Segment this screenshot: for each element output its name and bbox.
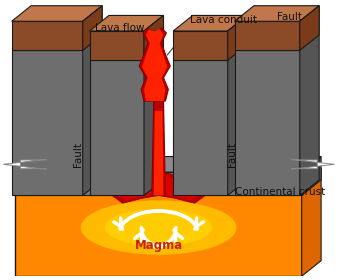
Text: Lava conduit: Lava conduit [190, 15, 257, 25]
Text: Continental crust: Continental crust [236, 186, 326, 197]
Polygon shape [12, 50, 83, 195]
Polygon shape [235, 6, 319, 21]
Polygon shape [173, 15, 247, 31]
Ellipse shape [105, 209, 212, 246]
Polygon shape [83, 6, 102, 195]
Text: Lava flow: Lava flow [94, 23, 144, 33]
Polygon shape [302, 168, 321, 276]
Polygon shape [112, 171, 205, 203]
Text: Magma: Magma [135, 239, 183, 252]
Polygon shape [142, 29, 167, 101]
Polygon shape [12, 6, 102, 21]
Polygon shape [152, 101, 165, 195]
Polygon shape [117, 174, 200, 200]
Text: Fault: Fault [227, 142, 237, 167]
Polygon shape [139, 28, 170, 101]
Polygon shape [173, 60, 228, 195]
Polygon shape [90, 31, 144, 60]
Polygon shape [15, 184, 302, 276]
Polygon shape [300, 6, 319, 195]
Polygon shape [300, 6, 319, 50]
Polygon shape [83, 6, 102, 50]
Text: Fault: Fault [277, 11, 302, 22]
Polygon shape [15, 157, 321, 172]
Polygon shape [90, 15, 163, 31]
Polygon shape [173, 31, 228, 60]
Ellipse shape [125, 216, 193, 239]
Polygon shape [90, 60, 144, 195]
Polygon shape [3, 159, 46, 169]
Polygon shape [144, 15, 163, 195]
Text: Fault: Fault [73, 142, 83, 167]
Polygon shape [302, 157, 321, 195]
Polygon shape [292, 159, 334, 169]
Polygon shape [235, 21, 300, 50]
Polygon shape [154, 111, 163, 195]
Polygon shape [228, 15, 247, 60]
Polygon shape [235, 50, 300, 195]
Polygon shape [15, 172, 302, 195]
Polygon shape [12, 21, 83, 50]
Polygon shape [15, 168, 321, 184]
Polygon shape [144, 15, 163, 60]
Ellipse shape [81, 200, 236, 255]
Polygon shape [228, 15, 247, 195]
